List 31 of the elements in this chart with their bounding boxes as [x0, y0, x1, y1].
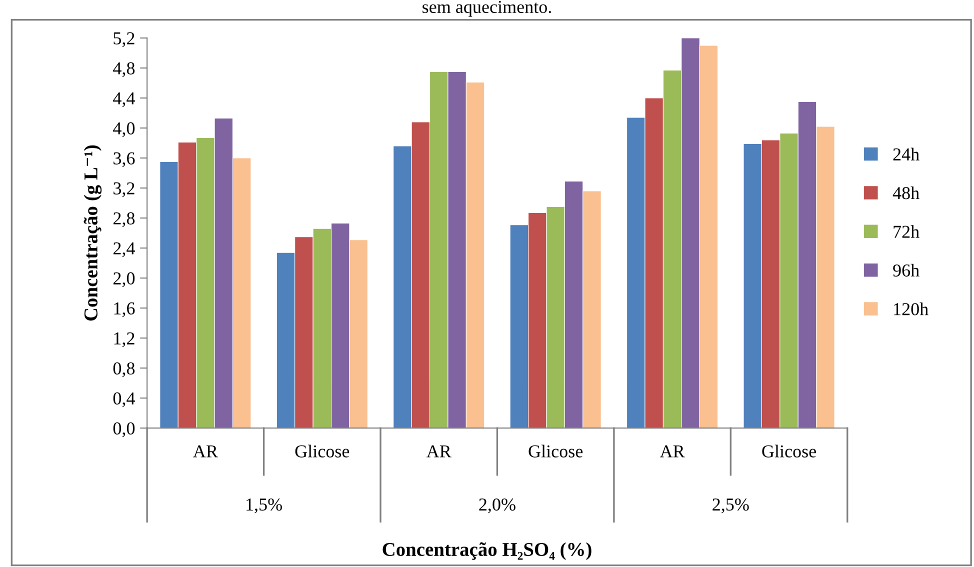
y-tick-label: 1,2	[114, 332, 134, 348]
y-tick-label: 2,4	[113, 242, 135, 258]
y-tick-label: 0,4	[113, 392, 135, 408]
y-tick-label: 3,6	[114, 152, 135, 168]
y-tick-label: 1,6	[114, 302, 135, 318]
y-axis-title: Concentração (g L⁻¹)	[84, 145, 102, 321]
text: 2,5%	[712, 498, 749, 514]
y-tick-label: 0,0	[113, 422, 135, 438]
y-tick-label: 5,2	[114, 32, 134, 48]
y-tick-label: 4,4	[113, 92, 135, 108]
y-tick-label: 2,8	[113, 212, 135, 228]
x-tick-label: Glicose	[295, 444, 350, 458]
x-tick-label: AR	[660, 445, 685, 458]
x-tick-label: AR	[193, 445, 218, 458]
text: 2,0%	[479, 498, 516, 514]
chart-title: sem aquecimento.	[422, 0, 551, 17]
legend-label: 72h	[894, 225, 920, 238]
x-tick-label: AR	[426, 445, 452, 458]
y-tick-label: 0,8	[113, 362, 135, 378]
legend-label: 24h	[893, 148, 920, 160]
x-tick-label: Glicose	[528, 444, 583, 458]
legend-label: 96h	[893, 264, 920, 277]
y-tick-label: 4,0	[113, 122, 135, 138]
legend-label: 48h	[892, 186, 920, 200]
text: 1,5%	[246, 498, 282, 514]
y-tick-label: 2,0	[113, 272, 135, 288]
x-tick-label: Glicose	[762, 444, 816, 458]
y-tick-label: 3,2	[114, 182, 134, 198]
y-tick-label: 4,8	[113, 62, 135, 78]
legend-label: 120h	[894, 302, 928, 316]
x-axis-title: Concentração H₂SO₄ (%)	[382, 542, 592, 560]
